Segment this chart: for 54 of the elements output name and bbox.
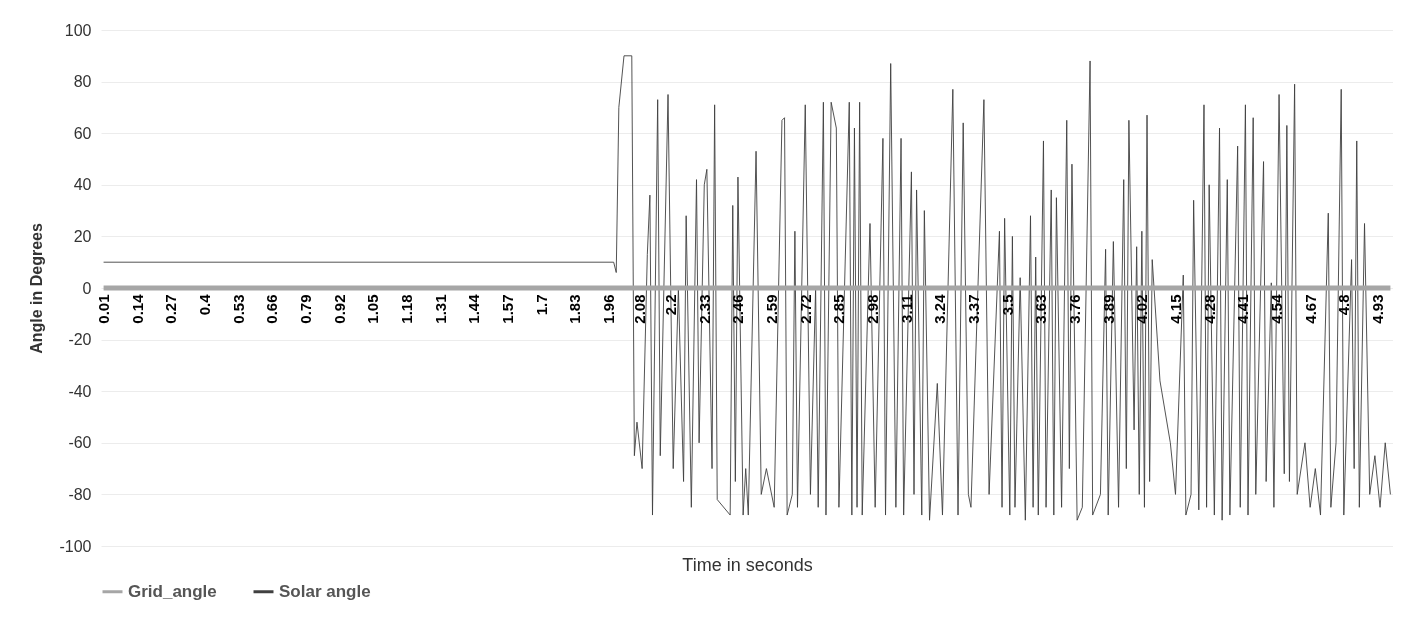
x-tick-label: 2.2 [662,294,680,316]
x-tick-label: 0.66 [263,294,281,324]
y-tick-label: 40 [73,176,92,194]
y-tick-label: 0 [82,279,92,297]
x-tick-label: 0.92 [330,294,348,324]
x-tick-label: 1.57 [499,294,516,324]
x-tick-label: 1.7 [532,294,550,316]
x-tick-label: 4.28 [1200,294,1218,324]
x-tick-label: 1.18 [398,294,416,324]
x-tick-label: 4.02 [1133,294,1151,324]
x-tick-label: 1.05 [364,294,382,324]
x-tick-label: 0.27 [162,294,180,324]
x-tick-label: 1.31 [431,294,449,324]
x-tick-label: 3.24 [931,293,949,324]
x-tick-label: 0.79 [297,294,315,324]
x-tick-label: 2.33 [695,294,713,324]
x-tick-label: 1.83 [566,294,584,324]
legend-label: Solar angle [279,581,371,601]
x-tick-label: 1.96 [599,294,617,324]
y-tick-label: 60 [73,124,92,142]
x-tick-label: 3.76 [1066,294,1084,324]
x-tick-label: 1.44 [465,293,483,324]
x-tick-label: 0.01 [95,294,113,324]
y-tick-label: -100 [59,537,92,555]
legend-label: Grid_angle [128,581,217,601]
y-axis-title: Angle in Degrees [28,223,46,354]
x-tick-label: 2.98 [864,294,882,324]
x-tick-label: 3.11 [897,294,915,323]
y-tick-label: -20 [68,331,92,349]
x-tick-label: 0.14 [128,293,146,324]
x-tick-label: 2.59 [763,294,781,324]
x-tick-label: 3.5 [998,294,1016,316]
x-tick-label: 0.4 [196,293,214,316]
x-tick-label: 4.93 [1368,294,1386,324]
x-tick-label: 4.41 [1234,294,1252,324]
x-tick-label: 2.72 [796,294,814,324]
x-tick-label: 2.85 [830,294,848,324]
x-tick-label: 3.63 [1032,294,1050,324]
x-tick-label: 4.67 [1301,294,1319,324]
y-tick-label: 20 [73,227,92,245]
x-tick-label: 4.8 [1335,294,1353,316]
x-tick-label: 0.53 [229,294,247,324]
x-tick-label: 3.89 [1099,294,1117,324]
y-tick-label: 100 [64,21,92,39]
y-tick-label: -60 [68,434,92,452]
x-tick-label: 3.37 [965,294,983,324]
x-axis-title: Time in seconds [682,554,813,575]
x-tick-label: 4.54 [1267,293,1285,324]
y-tick-label: 80 [73,73,92,91]
x-tick-label: 4.15 [1167,294,1185,324]
y-tick-label: -40 [68,382,92,400]
x-tick-label: 2.08 [631,294,649,324]
x-tick-label: 2.46 [729,294,747,324]
y-tick-label: -80 [68,485,92,503]
